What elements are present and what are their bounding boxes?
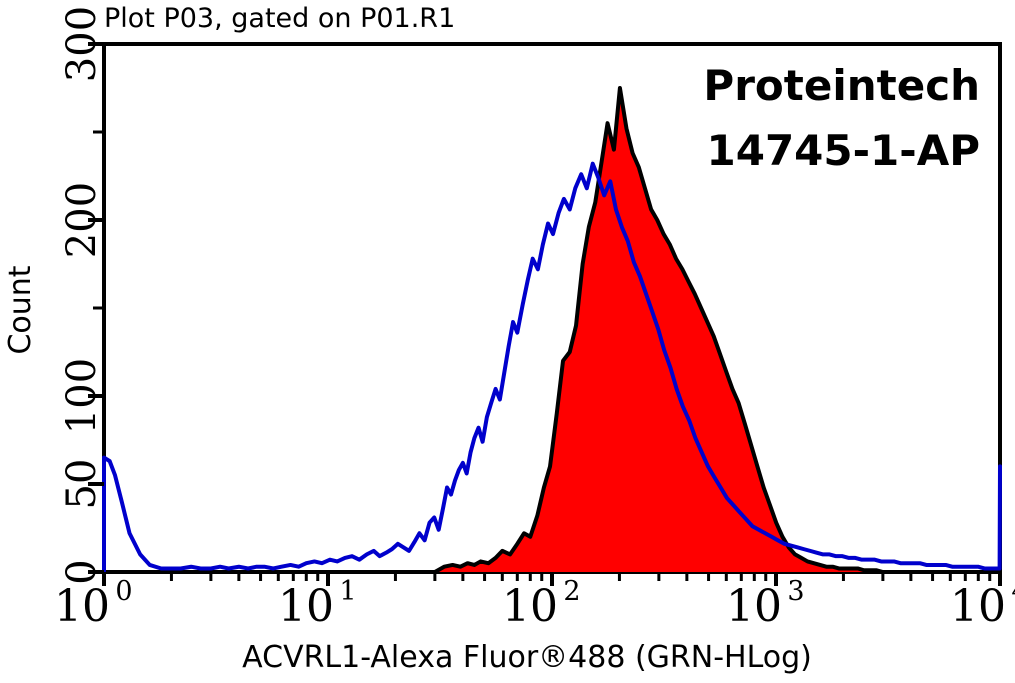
svg-text:10: 10 <box>54 581 110 632</box>
svg-text:10: 10 <box>278 581 334 632</box>
svg-text:10: 10 <box>726 581 782 632</box>
y-tick-label: 100 <box>59 358 105 434</box>
svg-text:0: 0 <box>115 576 132 607</box>
x-tick-label: 104 <box>950 576 1015 632</box>
svg-text:10: 10 <box>502 581 558 632</box>
y-tick-label: 50 <box>59 459 105 510</box>
svg-text:4: 4 <box>1011 576 1015 607</box>
svg-text:2: 2 <box>563 576 580 607</box>
y-tick-label: 300 <box>59 6 105 82</box>
x-tick-label: 10 3 <box>726 576 805 632</box>
svg-text:10: 10 <box>950 581 1006 632</box>
series-outline-sample <box>432 86 885 574</box>
x-tick-label: 10 1 <box>278 576 357 632</box>
brand-label: Proteintech <box>703 61 980 110</box>
plot-title: Plot P03, gated on P01.R1 <box>104 3 456 34</box>
x-axis-title: ACVRL1-Alexa Fluor®488 (GRN-HLog) <box>242 640 812 675</box>
data-series-group <box>102 86 1002 574</box>
y-axis-ticks: 0 50 100 200 300 <box>59 6 105 585</box>
x-axis-ticks: 100101102103104 <box>54 572 1015 632</box>
y-axis-title: Count <box>3 265 38 354</box>
x-tick-label: 10 2 <box>502 576 581 632</box>
svg-text:3: 3 <box>787 576 804 607</box>
y-tick-label: 200 <box>59 182 105 258</box>
x-tick-label: 10 0 <box>54 576 133 632</box>
catalog-number-label: 14745-1-AP <box>707 126 981 175</box>
svg-text:1: 1 <box>339 576 356 607</box>
series-line-control <box>102 161 1002 574</box>
y-tick-label: 0 <box>59 559 105 584</box>
